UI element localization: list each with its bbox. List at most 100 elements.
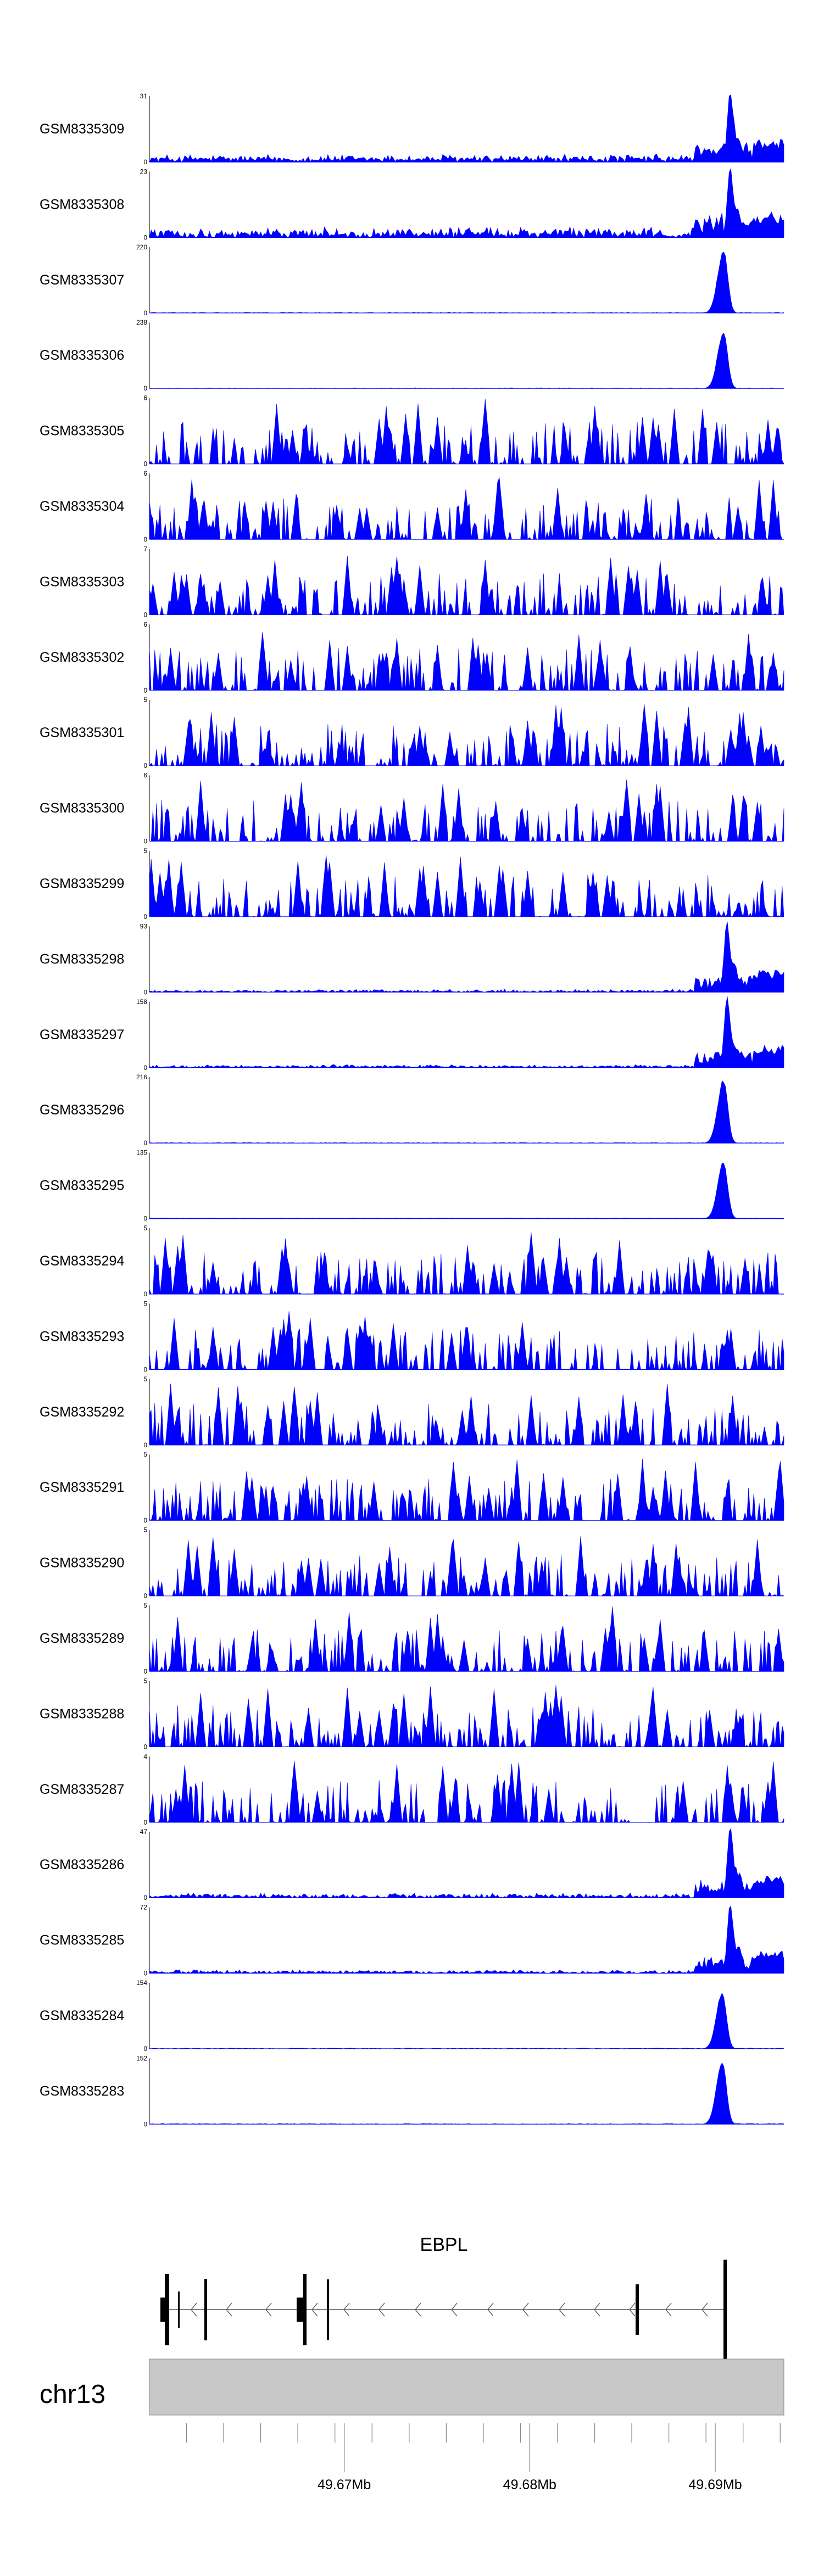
track-label: GSM8335303 <box>40 574 124 589</box>
y-min-tick-label: 0 <box>143 2120 147 2128</box>
track-GSM8335304: GSM8335304 6 0 <box>40 470 784 543</box>
gene-track: EBPL <box>160 2234 727 2360</box>
track-GSM8335291: GSM8335291 5 0 <box>40 1451 784 1524</box>
y-min-tick-label: 0 <box>143 1365 147 1373</box>
y-min-tick-label: 0 <box>143 1668 147 1675</box>
track-label: GSM8335297 <box>40 1027 124 1042</box>
track-GSM8335286: GSM8335286 47 0 <box>40 1828 784 1902</box>
coverage-area <box>149 921 784 993</box>
track-label: GSM8335288 <box>40 1706 124 1721</box>
y-min-tick-label: 0 <box>143 611 147 618</box>
track-label: GSM8335289 <box>40 1631 124 1646</box>
track-label: GSM8335295 <box>40 1178 124 1194</box>
y-max-tick-label: 5 <box>143 1526 147 1534</box>
track-GSM8335309: GSM8335309 31 0 <box>40 92 784 166</box>
y-max-tick-label: 7 <box>143 545 147 553</box>
track-GSM8335302: GSM8335302 6 0 <box>40 621 784 694</box>
gene-model <box>160 2260 727 2360</box>
coverage-area <box>149 855 784 918</box>
y-min-tick-label: 0 <box>143 1743 147 1750</box>
gene-exon <box>327 2279 329 2340</box>
coverage-area <box>149 1536 784 1597</box>
y-max-tick-label: 154 <box>136 1979 147 1987</box>
strand-arrow <box>343 2302 350 2317</box>
chromosome-ideogram <box>149 2358 784 2416</box>
track-GSM8335292: GSM8335292 5 0 <box>40 1375 784 1449</box>
track-GSM8335284: GSM8335284 154 0 <box>40 1979 784 2053</box>
strand-arrow <box>594 2302 600 2317</box>
strand-arrow <box>378 2302 385 2317</box>
coverage-area <box>149 1685 784 1748</box>
track-label: GSM8335308 <box>40 197 124 212</box>
track-label: GSM8335306 <box>40 348 124 363</box>
strand-arrow <box>415 2302 421 2317</box>
coverage-area <box>149 1760 784 1823</box>
y-min-tick-label: 0 <box>143 1139 147 1147</box>
y-min-tick-label: 0 <box>143 1064 147 1072</box>
y-max-tick-label: 6 <box>143 394 147 402</box>
y-max-tick-label: 216 <box>136 1073 147 1081</box>
track-label: GSM8335296 <box>40 1102 124 1118</box>
y-max-tick-label: 5 <box>143 1451 147 1458</box>
y-max-tick-label: 72 <box>140 1904 148 1911</box>
gene-exon <box>297 2298 304 2322</box>
y-max-tick-label: 23 <box>140 168 148 175</box>
track-GSM8335308: GSM8335308 23 0 <box>40 168 784 241</box>
y-max-tick-label: 5 <box>143 696 147 704</box>
track-GSM8335307: GSM8335307 220 0 <box>40 243 784 317</box>
coverage-area <box>149 94 784 163</box>
axis-position-label: 49.69Mb <box>688 2477 742 2493</box>
strand-arrow <box>265 2302 272 2317</box>
coverage-area <box>149 1080 784 1144</box>
coverage-area <box>149 332 784 389</box>
y-min-tick-label: 0 <box>143 536 147 543</box>
coverage-area <box>149 779 784 842</box>
y-min-tick-label: 0 <box>143 158 147 166</box>
coverage-area <box>149 399 784 465</box>
gene-name-label: EBPL <box>420 2234 468 2255</box>
coverage-area <box>149 1383 784 1446</box>
y-min-tick-label: 0 <box>143 460 147 468</box>
strand-arrow <box>522 2302 529 2317</box>
coverage-area <box>149 477 784 540</box>
track-label: GSM8335309 <box>40 121 124 137</box>
track-GSM8335287: GSM8335287 4 0 <box>40 1753 784 1826</box>
coverage-area <box>149 1606 784 1672</box>
y-min-tick-label: 0 <box>143 838 147 845</box>
y-max-tick-label: 5 <box>143 1300 147 1307</box>
y-max-tick-label: 93 <box>140 922 148 930</box>
coverage-area <box>149 632 784 691</box>
y-min-tick-label: 0 <box>143 1894 147 1902</box>
y-max-tick-label: 31 <box>140 92 148 100</box>
track-GSM8335297: GSM8335297 158 0 <box>40 996 784 1072</box>
track-label: GSM8335292 <box>40 1404 124 1420</box>
y-max-tick-label: 4 <box>143 1753 147 1760</box>
track-GSM8335290: GSM8335290 5 0 <box>40 1526 784 1600</box>
y-max-tick-label: 152 <box>136 2054 147 2062</box>
gene-exon <box>165 2274 169 2345</box>
track-GSM8335293: GSM8335293 5 0 <box>40 1300 784 1373</box>
strand-arrow <box>191 2302 197 2317</box>
track-GSM8335295: GSM8335295 135 0 <box>40 1149 784 1223</box>
y-min-tick-label: 0 <box>143 309 147 317</box>
y-max-tick-label: 5 <box>143 1224 147 1232</box>
track-GSM8335299: GSM8335299 5 0 <box>40 847 784 921</box>
y-min-tick-label: 0 <box>143 762 147 770</box>
gene-exon <box>178 2291 180 2328</box>
track-GSM8335306: GSM8335306 238 0 <box>40 319 784 392</box>
track-label: GSM8335300 <box>40 801 124 816</box>
y-max-tick-label: 6 <box>143 621 147 628</box>
gene-exon <box>723 2260 727 2360</box>
y-min-tick-label: 0 <box>143 1970 147 1977</box>
track-GSM8335305: GSM8335305 6 0 <box>40 394 784 468</box>
genome-axis: 49.67Mb 49.68Mb 49.69Mb <box>186 2423 781 2493</box>
coverage-area <box>149 168 784 238</box>
strand-arrow <box>226 2302 232 2317</box>
track-label: GSM8335301 <box>40 725 124 740</box>
coverage-area <box>149 1992 784 2049</box>
y-min-tick-label: 0 <box>143 687 147 694</box>
gene-exon <box>636 2284 639 2335</box>
track-GSM8335298: GSM8335298 93 0 <box>40 921 784 996</box>
track-label: GSM8335285 <box>40 1933 124 1948</box>
y-min-tick-label: 0 <box>143 1592 147 1600</box>
